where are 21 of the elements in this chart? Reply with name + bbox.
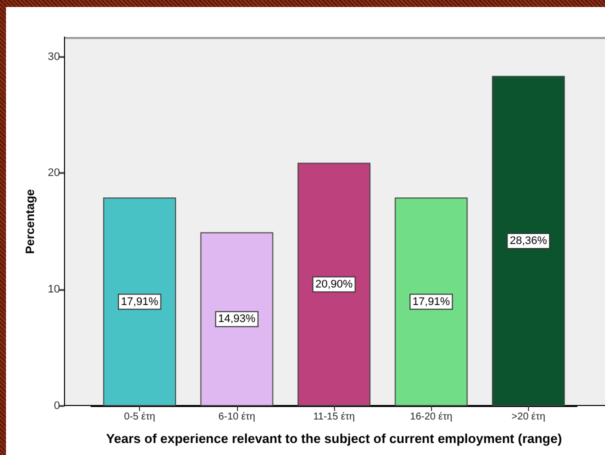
bar xyxy=(200,232,274,406)
bar xyxy=(298,162,370,406)
data-label: 28,36% xyxy=(510,234,548,247)
x-tick-label: 16-20 έτη xyxy=(410,412,452,422)
data-label: 14,93% xyxy=(218,313,256,326)
y-tick-label: 20 xyxy=(48,167,60,180)
x-axis-title: Years of experience relevant to the subject of current employment (range) xyxy=(106,431,562,446)
y-tick-label: 30 xyxy=(48,50,60,63)
y-tick-label: 10 xyxy=(48,284,60,296)
bar xyxy=(394,198,468,406)
bar xyxy=(103,198,176,406)
x-tick-label: 11-15 έτη xyxy=(313,412,355,422)
y-axis-title: Percentage xyxy=(23,188,37,254)
data-label: 17,91% xyxy=(120,296,158,308)
x-tick-label: >20 έτη xyxy=(512,412,546,422)
data-label: 17,91% xyxy=(412,296,450,308)
y-tick-label: 0 xyxy=(54,400,60,412)
x-tick-label: 0-5 έτη xyxy=(124,412,156,422)
data-label: 20,90% xyxy=(315,278,353,290)
bar xyxy=(492,76,565,406)
x-tick-label: 6-10 έτη xyxy=(218,412,256,422)
